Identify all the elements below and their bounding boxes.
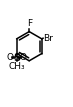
Text: Br: Br [43, 34, 53, 43]
Text: O: O [20, 53, 27, 62]
Text: CH₃: CH₃ [8, 62, 25, 71]
Text: O: O [6, 53, 13, 62]
Text: F: F [27, 19, 32, 28]
Text: S: S [13, 53, 20, 62]
